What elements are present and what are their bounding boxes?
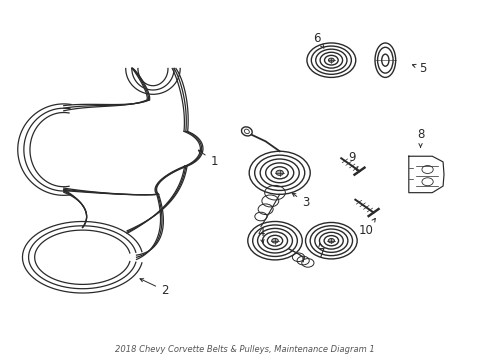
- Text: 8: 8: [416, 128, 424, 147]
- Text: 10: 10: [358, 219, 375, 237]
- Circle shape: [328, 58, 334, 62]
- Text: 3: 3: [292, 193, 308, 209]
- Text: 7: 7: [318, 243, 325, 260]
- Text: 5: 5: [411, 62, 426, 75]
- Text: 9: 9: [348, 152, 357, 170]
- Circle shape: [271, 238, 278, 243]
- Text: 2: 2: [140, 279, 168, 297]
- Circle shape: [327, 239, 334, 243]
- Circle shape: [276, 170, 283, 175]
- Text: 6: 6: [313, 32, 323, 48]
- Text: 2018 Chevy Corvette Belts & Pulleys, Maintenance Diagram 1: 2018 Chevy Corvette Belts & Pulleys, Mai…: [114, 345, 374, 354]
- Text: 4: 4: [257, 226, 264, 243]
- Text: 1: 1: [198, 150, 217, 168]
